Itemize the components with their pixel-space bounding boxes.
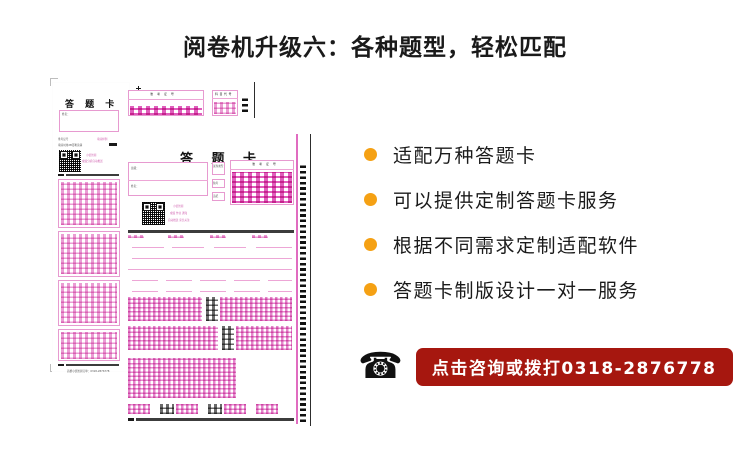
bubble-grid xyxy=(220,297,292,321)
side-label-1: 试卷类型 xyxy=(213,165,224,168)
qr-caption-line-2: 成绩 作业 通知 xyxy=(170,212,188,215)
exam-id-grid-label: 准 考 证 号 xyxy=(252,162,278,166)
bullet-label-3: 根据不同需求定制适配软件 xyxy=(393,235,640,257)
bubble-grid xyxy=(224,404,246,414)
qr-code xyxy=(58,149,82,173)
student-info-box xyxy=(128,162,208,196)
bullet-dot-icon xyxy=(364,148,377,161)
answer-sheet-right: 准 考 证 号 科目代号 答 题 卡 班级： 姓名： 试卷类型 缺考 违纪 xyxy=(128,82,328,426)
crosshair-icon xyxy=(138,86,139,91)
name-field-label: 姓名： xyxy=(62,113,70,116)
registration-tick-icon xyxy=(50,78,58,86)
sheet-left-footer-note: 昌黎小优智阅订单：0318-2876778 xyxy=(67,370,110,373)
bullet-label-2: 可以提供定制答题卡服务 xyxy=(393,190,619,212)
qr-caption-line-1: 小优智阅 xyxy=(86,154,97,157)
sheet-edge-line xyxy=(296,134,298,424)
bubble-grid xyxy=(130,106,202,115)
bullet-dot-icon xyxy=(364,283,377,296)
call-now-button[interactable]: 点击咨询或拨打0318-2876778 xyxy=(415,348,733,386)
bullet-dot-icon xyxy=(364,238,377,251)
bullet-item-1: 适配万种答题卡 xyxy=(364,132,736,177)
answer-sheet-left: 答 题 卡 姓名： 准考证号 填涂样例 填涂时用2B铅笔涂满 小优智阅 成绩分析… xyxy=(52,82,130,373)
bullet-item-3: 根据不同需求定制适配软件 xyxy=(364,222,736,267)
subject-code-label: 科目代号 xyxy=(215,92,234,96)
timing-mark xyxy=(128,418,134,421)
qr-caption-line-1: 小优智阅 xyxy=(173,205,184,208)
bubble-grid xyxy=(222,326,234,350)
timing-marks xyxy=(300,164,306,422)
bubble-grid xyxy=(176,404,198,414)
mini-bubble-row xyxy=(210,235,226,238)
bubble-grid xyxy=(128,326,218,350)
bubble-grid xyxy=(61,283,117,323)
timing-mark xyxy=(58,364,64,367)
telephone-icon: ☎ xyxy=(358,346,403,387)
sheet-left-id-label: 准考证号 xyxy=(58,138,69,141)
bullet-dot-icon xyxy=(364,193,377,206)
sheet-left-heading: 答 题 卡 xyxy=(65,100,119,110)
fill-sample-mark xyxy=(109,143,117,146)
qr-caption-line-2: 成绩分析自动推送 xyxy=(82,160,103,163)
bullet-label-1: 适配万种答题卡 xyxy=(393,145,537,167)
bubble-grid xyxy=(61,182,117,225)
separator-bar xyxy=(66,174,119,177)
bubble-grid xyxy=(61,234,117,274)
side-label-2: 缺考 xyxy=(213,182,219,185)
bubble-grid xyxy=(61,332,117,359)
timing-marks xyxy=(242,98,248,112)
separator-bar xyxy=(66,364,119,367)
bullet-label-4: 答题卡制版设计一对一服务 xyxy=(393,280,640,302)
side-label-box xyxy=(212,162,225,175)
mini-bubble-row xyxy=(168,235,184,238)
bubble-grid xyxy=(256,404,278,414)
side-label-box xyxy=(212,179,225,188)
bubble-grid xyxy=(128,358,236,398)
qr-caption-line-3: 自动推送 家长关注 xyxy=(168,219,190,222)
side-label-box xyxy=(212,192,225,201)
bullet-item-2: 可以提供定制答题卡服务 xyxy=(364,177,736,222)
bubble-grid xyxy=(232,172,292,203)
sheet-left-note-label: 填涂样例 xyxy=(97,138,108,141)
timing-mark xyxy=(58,174,64,177)
bubble-grid xyxy=(206,297,218,321)
sheet-edge-line xyxy=(310,134,312,426)
name-field-box xyxy=(59,110,119,132)
class-field-label: 班级： xyxy=(131,167,139,170)
bubble-grid xyxy=(214,102,236,114)
bubble-grid xyxy=(208,404,222,414)
mini-bubble-row xyxy=(128,235,144,238)
bubble-grid xyxy=(160,404,174,414)
name-field-label: 姓名： xyxy=(131,185,139,188)
answer-sheet-artwork: 答 题 卡 姓名： 准考证号 填涂样例 填涂时用2B铅笔涂满 小优智阅 成绩分析… xyxy=(50,76,332,426)
bullet-item-4: 答题卡制版设计一对一服务 xyxy=(364,267,736,312)
bubble-grid xyxy=(128,404,150,414)
bubble-grid xyxy=(128,297,202,321)
exam-id-grid-label: 准 考 证 号 xyxy=(150,92,176,96)
separator-bar xyxy=(136,418,294,421)
mini-bubble-row xyxy=(252,235,268,238)
side-label-3: 违纪 xyxy=(213,195,219,198)
bubble-grid xyxy=(236,326,292,350)
contact-cta[interactable]: ☎ 点击咨询或拨打0318-2876778 xyxy=(358,348,733,386)
feature-bullet-list: 适配万种答题卡 可以提供定制答题卡服务 根据不同需求定制适配软件 答题卡制版设计… xyxy=(364,132,736,312)
sheet-edge-line xyxy=(254,82,256,118)
qr-code xyxy=(141,201,166,226)
page-title: 阅卷机升级六：各种题型，轻松匹配 xyxy=(183,35,567,61)
sheet-left-instruction: 填涂时用2B铅笔涂满 xyxy=(58,144,83,147)
separator-bar xyxy=(128,230,294,233)
